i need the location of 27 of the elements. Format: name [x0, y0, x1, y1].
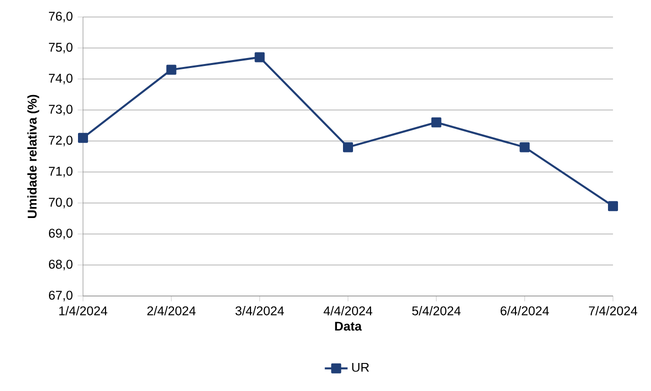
- y-tick-label: 72,0: [48, 136, 72, 146]
- point: [342, 142, 353, 152]
- y-tick-label: 73,0: [48, 104, 72, 116]
- y-tick-label: 70,0: [48, 198, 72, 208]
- point: [520, 142, 530, 152]
- x-tick-label: 7/4/2024: [588, 306, 638, 316]
- y-tick-label: 76,0: [48, 12, 72, 22]
- y-tick-label: 69,0: [48, 228, 72, 240]
- x-tick-label: 3/4/2024: [235, 306, 284, 316]
- y-tick-label: 68,0: [48, 260, 72, 270]
- y-axis-title: Umidade relativa (%): [27, 94, 40, 218]
- point: [78, 132, 88, 143]
- y-tick-label: 75,0: [48, 42, 72, 54]
- legend-label: UR: [352, 362, 369, 372]
- point: [608, 201, 618, 212]
- point: [166, 64, 176, 75]
- x-tick-label: 4/4/2024: [324, 306, 372, 316]
- point: [431, 117, 442, 128]
- x-tick-label: 6/4/2024: [500, 306, 549, 316]
- y-tick-label: 67,0: [48, 290, 72, 302]
- y-tick-label: 74,0: [48, 74, 72, 84]
- x-tick-label: 1/4/2024: [59, 306, 108, 316]
- y-tick-label: 71,0: [48, 166, 72, 178]
- x-tick-label: 5/4/2024: [412, 306, 461, 316]
- point: [254, 52, 265, 62]
- x-tick-label: 2/4/2024: [147, 306, 196, 316]
- x-axis-title: Data: [335, 322, 362, 331]
